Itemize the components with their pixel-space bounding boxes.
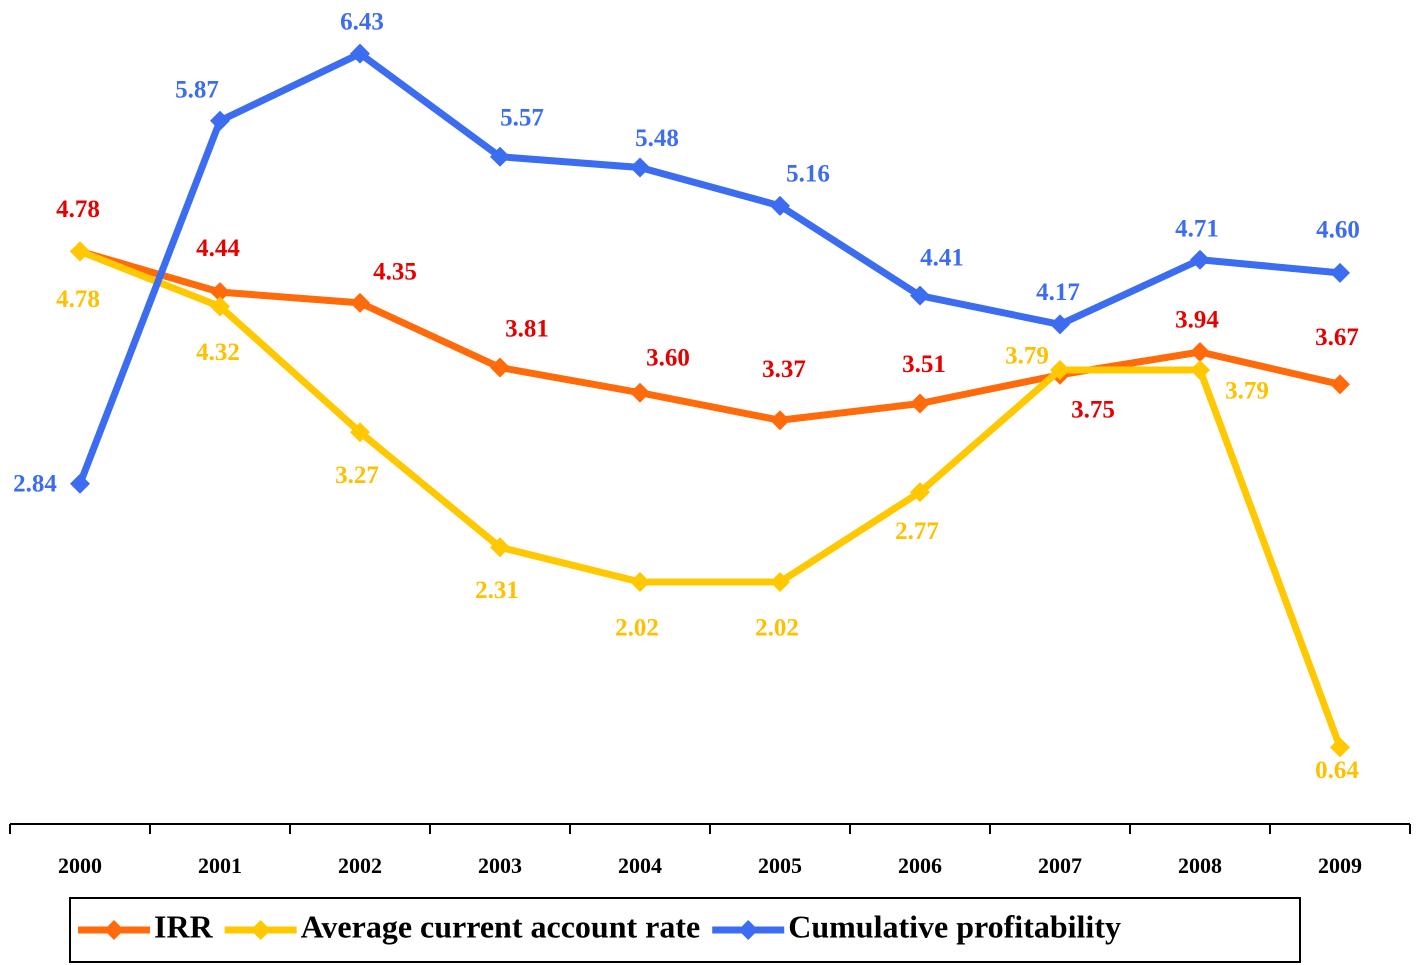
value-label: 3.79 [1225, 378, 1269, 405]
point-marker [210, 296, 230, 317]
x-tick-label: 2007 [1038, 853, 1082, 878]
value-label: 2.31 [475, 577, 519, 604]
x-tick-label: 2006 [898, 853, 942, 878]
value-label: 5.16 [786, 161, 830, 188]
legend-label: Cumulative profitability [788, 908, 1121, 944]
value-label: 4.78 [56, 286, 100, 313]
point-marker [70, 473, 90, 494]
point-marker [1330, 737, 1350, 758]
legend-marker [738, 920, 759, 940]
point-marker [350, 292, 370, 313]
x-tick-label: 2005 [758, 853, 802, 878]
point-marker [490, 357, 510, 378]
x-tick-label: 2003 [478, 853, 522, 878]
point-marker [770, 410, 790, 431]
value-label: 4.71 [1175, 215, 1219, 242]
legend-box [69, 897, 1301, 963]
series-line [76, 50, 1341, 486]
point-marker [910, 482, 930, 503]
point-marker [350, 43, 370, 64]
point-marker [1190, 249, 1210, 270]
point-marker [70, 241, 90, 262]
point-marker [1050, 314, 1070, 335]
x-tick-label: 2009 [1318, 853, 1362, 878]
point-marker [770, 195, 790, 216]
legend-marker [104, 920, 124, 940]
legend-label: IRR [154, 908, 214, 944]
value-label: 2.02 [755, 615, 799, 642]
point-marker [490, 537, 510, 558]
x-tick-label: 2004 [618, 853, 662, 878]
point-marker [490, 146, 510, 167]
x-tick-label: 2002 [338, 853, 382, 878]
value-label: 5.87 [175, 77, 219, 104]
value-label: 5.48 [635, 125, 679, 152]
value-label: 3.67 [1315, 324, 1359, 351]
value-label: 0.64 [1315, 757, 1359, 784]
point-marker [630, 157, 650, 178]
x-tick-label: 2001 [198, 853, 242, 878]
point-marker [1190, 341, 1210, 362]
value-label: 3.27 [335, 462, 379, 489]
point-marker [1050, 359, 1070, 380]
point-marker [1190, 359, 1210, 380]
value-label: 4.41 [920, 244, 964, 271]
value-label: 3.37 [762, 356, 806, 383]
point-marker [770, 572, 790, 593]
value-label: 4.35 [373, 259, 417, 286]
point-marker [910, 393, 930, 414]
value-label: 3.60 [646, 344, 690, 371]
value-label: 2.02 [615, 615, 659, 642]
value-label: 6.43 [340, 8, 384, 35]
value-label: 2.77 [895, 518, 939, 545]
value-label: 4.44 [196, 235, 240, 262]
value-label: 4.17 [1036, 279, 1080, 306]
point-marker [630, 572, 650, 593]
point-marker [910, 285, 930, 306]
point-marker [210, 282, 230, 303]
series-line [79, 247, 1341, 424]
legend-label: Average current account rate [301, 908, 701, 944]
point-marker [350, 422, 370, 443]
value-label: 3.94 [1175, 307, 1219, 334]
value-label: 4.32 [196, 339, 240, 366]
value-label: 4.78 [56, 196, 100, 223]
point-marker [1330, 374, 1350, 395]
value-label: 5.57 [500, 104, 544, 131]
value-label: 2.84 [13, 471, 57, 498]
value-label: 3.51 [902, 351, 946, 378]
value-label: 4.60 [1316, 217, 1360, 244]
legend-marker [250, 920, 271, 940]
value-label: 3.81 [505, 315, 549, 342]
point-marker [210, 110, 230, 131]
series-line [78, 248, 1344, 749]
x-tick-label: 2000 [58, 853, 102, 878]
point-marker [1330, 262, 1350, 283]
point-marker [630, 382, 650, 403]
x-tick-label: 2008 [1178, 853, 1222, 878]
value-label: 3.75 [1071, 396, 1115, 423]
value-label: 3.79 [1005, 343, 1049, 370]
